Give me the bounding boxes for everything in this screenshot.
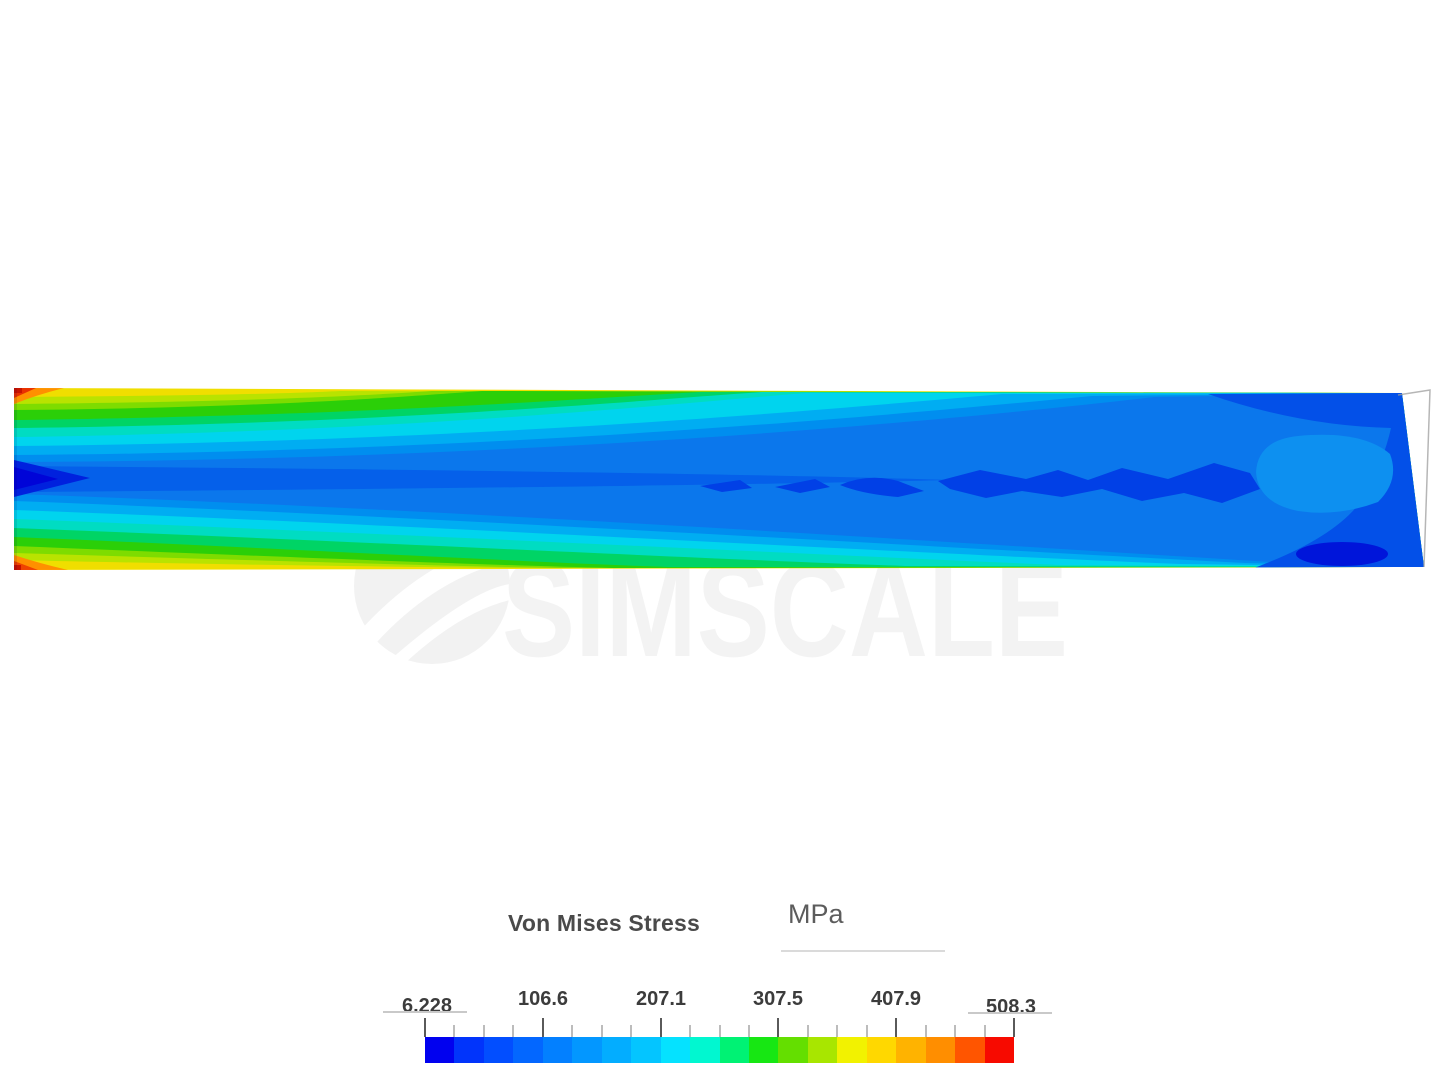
colorbar-segment	[955, 1037, 985, 1063]
major-tick	[1013, 1018, 1015, 1037]
fixed-end-navy-core	[14, 467, 58, 490]
colorbar-segment	[454, 1037, 484, 1063]
minor-tick	[865, 1025, 868, 1037]
minor-tick	[718, 1025, 721, 1037]
free-end-minimum-spot	[1296, 542, 1388, 566]
colorbar-segment	[513, 1037, 543, 1063]
free-end-light-patch	[1256, 434, 1394, 513]
colorbar-segment	[837, 1037, 867, 1063]
colorbar[interactable]	[425, 1037, 1015, 1063]
unit-select-underline	[781, 950, 945, 952]
minor-tick	[806, 1025, 809, 1037]
major-tick	[777, 1018, 780, 1037]
colorbar-ticks	[424, 1018, 1016, 1037]
scale-max-underline	[968, 1012, 1052, 1014]
colorbar-segment	[572, 1037, 602, 1063]
colorbar-segment	[631, 1037, 661, 1063]
colorbar-segment	[719, 1037, 749, 1063]
unit-select[interactable]: MPa	[788, 899, 844, 929]
scale-min-underline	[383, 1011, 467, 1013]
colorbar-segment	[748, 1037, 779, 1063]
minor-tick	[954, 1025, 957, 1037]
fixed-end-face-shading	[14, 388, 17, 570]
minor-tick	[600, 1025, 603, 1037]
colorbar-segment	[660, 1037, 691, 1063]
colorbar-segment	[896, 1037, 926, 1063]
colorbar-segment	[425, 1037, 455, 1063]
colorbar-segment	[778, 1037, 808, 1063]
colorbar-segment	[807, 1037, 838, 1063]
major-tick	[659, 1018, 662, 1037]
colorbar-segment	[866, 1037, 897, 1063]
major-tick	[895, 1018, 898, 1037]
colorbar-segment	[542, 1037, 573, 1063]
minor-tick	[512, 1025, 515, 1037]
fixed-end-hotspots	[14, 388, 68, 570]
free-end-low-stress-region	[1208, 393, 1424, 568]
minor-tick	[747, 1025, 750, 1037]
minor-tick	[453, 1025, 456, 1037]
colorbar-segment	[483, 1037, 514, 1063]
tick-label: 307.5	[752, 988, 804, 1010]
minor-tick	[924, 1025, 927, 1037]
deformed-edge-outline	[1397, 389, 1431, 568]
minor-tick	[836, 1025, 839, 1037]
neutral-axis-strip	[14, 466, 950, 492]
minor-tick	[482, 1025, 485, 1037]
major-tick	[424, 1018, 426, 1037]
neutral-axis-minima	[700, 463, 1260, 503]
minor-tick	[689, 1025, 692, 1037]
colorbar-segment	[984, 1037, 1015, 1063]
scale-min-input[interactable]: 6.228	[401, 996, 453, 1012]
minor-tick	[630, 1025, 633, 1037]
minor-tick	[983, 1025, 986, 1037]
tick-label: 207.1	[635, 988, 687, 1010]
colorbar-segment	[601, 1037, 632, 1063]
major-tick	[541, 1018, 544, 1037]
legend-title: Von Mises Stress	[508, 910, 700, 936]
colorbar-segment	[925, 1037, 956, 1063]
scale-max-input[interactable]: 508.3	[985, 997, 1037, 1013]
tick-label: 407.9	[870, 988, 922, 1010]
tick-label: 106.6	[517, 988, 569, 1010]
colorbar-segment	[690, 1037, 720, 1063]
minor-tick	[571, 1025, 574, 1037]
